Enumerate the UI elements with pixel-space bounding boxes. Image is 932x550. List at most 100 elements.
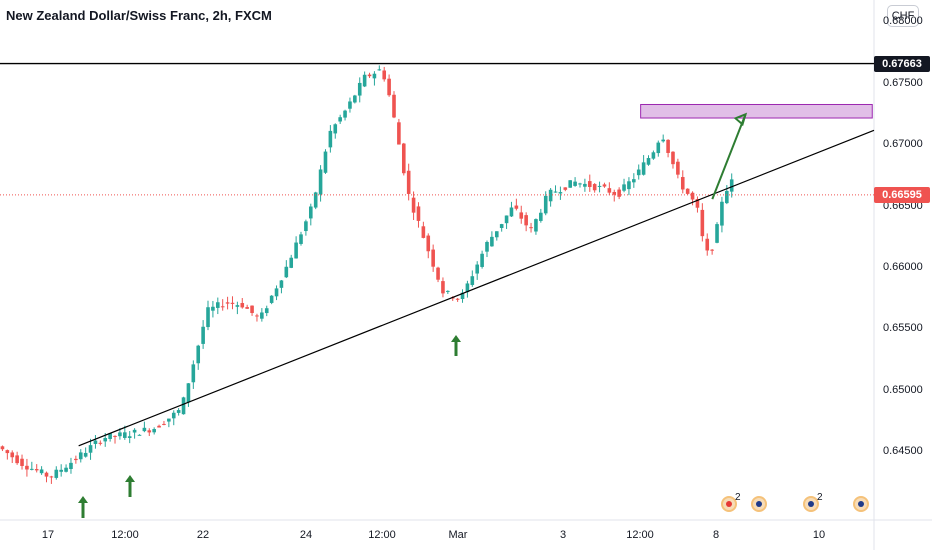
candle-body xyxy=(680,177,685,190)
y-tick-label: 0.67000 xyxy=(883,138,923,151)
candle-body xyxy=(553,191,558,193)
candle-body xyxy=(186,383,191,403)
candle-body xyxy=(284,266,289,278)
candle-body xyxy=(725,190,729,204)
candle-body xyxy=(5,450,10,454)
candle-body xyxy=(123,432,127,438)
candle-body xyxy=(220,306,225,308)
candle-body xyxy=(607,188,612,193)
candle-body xyxy=(147,430,152,433)
y-tick-label: 0.66000 xyxy=(883,260,923,273)
candle-body xyxy=(245,307,249,309)
candle-body xyxy=(563,187,568,190)
candle-body xyxy=(333,124,338,134)
candle-body xyxy=(142,427,147,432)
candle-body xyxy=(690,192,695,200)
candle-body xyxy=(44,472,49,477)
nz-flag-icon[interactable] xyxy=(853,496,869,512)
x-tick-label: 8 xyxy=(712,529,720,541)
candle-body xyxy=(137,434,142,436)
candle-body xyxy=(34,469,39,471)
candle-body xyxy=(416,206,421,221)
candle-body xyxy=(279,280,284,288)
candle-body xyxy=(710,249,714,251)
candle-body xyxy=(74,458,78,461)
candle-body xyxy=(318,169,323,195)
candle-body xyxy=(69,462,73,470)
nz-flag-icon[interactable] xyxy=(751,496,767,512)
candle-body xyxy=(118,432,122,437)
candle-body xyxy=(328,130,333,148)
x-tick-label: 12:00 xyxy=(111,529,139,541)
supply-zone xyxy=(640,103,873,119)
candle-body xyxy=(485,241,489,252)
candle-body xyxy=(64,467,68,472)
candle-body xyxy=(377,69,382,71)
candle-body xyxy=(597,185,602,187)
touch-arrow-head xyxy=(125,475,135,482)
candle-body xyxy=(88,445,93,453)
candle-body xyxy=(421,226,426,238)
candle-body xyxy=(612,191,617,195)
candle-body xyxy=(627,181,631,190)
candle-body xyxy=(646,158,651,165)
candle-body xyxy=(304,221,308,232)
candle-body xyxy=(583,183,587,187)
y-tick-label: 0.65000 xyxy=(883,383,923,396)
candle-body xyxy=(651,152,656,159)
candle-body xyxy=(353,95,357,103)
candle-body xyxy=(132,429,137,433)
candle-body xyxy=(397,122,401,145)
candle-body xyxy=(211,306,215,311)
candle-body xyxy=(289,257,294,268)
candle-body xyxy=(171,412,176,419)
chart-title: New Zealand Dollar/Swiss Franc, 2h, FXCM xyxy=(6,8,272,23)
candle-body xyxy=(720,201,724,226)
candle-body xyxy=(162,423,166,425)
candle-body xyxy=(431,249,435,267)
candle-body xyxy=(372,73,377,79)
candle-body xyxy=(216,302,220,308)
candle-body xyxy=(323,151,328,173)
candle-body xyxy=(78,452,83,460)
candle-body xyxy=(578,183,582,185)
candle-body xyxy=(25,465,29,470)
candle-body xyxy=(587,181,592,187)
candle-body xyxy=(411,197,416,213)
x-tick-label: Mar xyxy=(448,529,468,541)
candle-body xyxy=(641,162,646,175)
swiss-flag-icon[interactable] xyxy=(721,496,737,512)
flag-dot xyxy=(808,501,814,507)
candle-body xyxy=(240,303,245,308)
candle-body xyxy=(167,418,171,422)
y-tick-label: 0.67500 xyxy=(883,76,923,89)
candle-body xyxy=(700,209,705,237)
x-tick-label: 17 xyxy=(41,529,55,541)
currency-button[interactable]: CHF xyxy=(887,5,919,27)
candle-body xyxy=(514,205,519,209)
candle-body xyxy=(729,179,734,192)
candle-body xyxy=(196,345,201,364)
candle-body xyxy=(30,468,34,470)
candle-body xyxy=(490,236,494,247)
y-tick-label: 0.64500 xyxy=(883,445,923,458)
candle-body xyxy=(685,188,690,194)
candle-body xyxy=(548,189,553,202)
candle-body xyxy=(49,476,54,478)
candle-body xyxy=(401,143,406,174)
candle-body xyxy=(441,281,445,294)
candle-body xyxy=(191,364,196,383)
touch-arrow-head xyxy=(451,335,461,342)
x-tick-label: 12:00 xyxy=(626,529,654,541)
candle-body xyxy=(152,429,156,433)
candle-body xyxy=(343,110,347,118)
x-tick-label: 10 xyxy=(812,529,826,541)
candle-body xyxy=(260,312,264,319)
candle-body xyxy=(113,435,117,437)
candle-body xyxy=(558,192,563,194)
candle-body xyxy=(348,101,352,109)
nz-flag-icon[interactable] xyxy=(803,496,819,512)
candle-body xyxy=(176,410,181,413)
